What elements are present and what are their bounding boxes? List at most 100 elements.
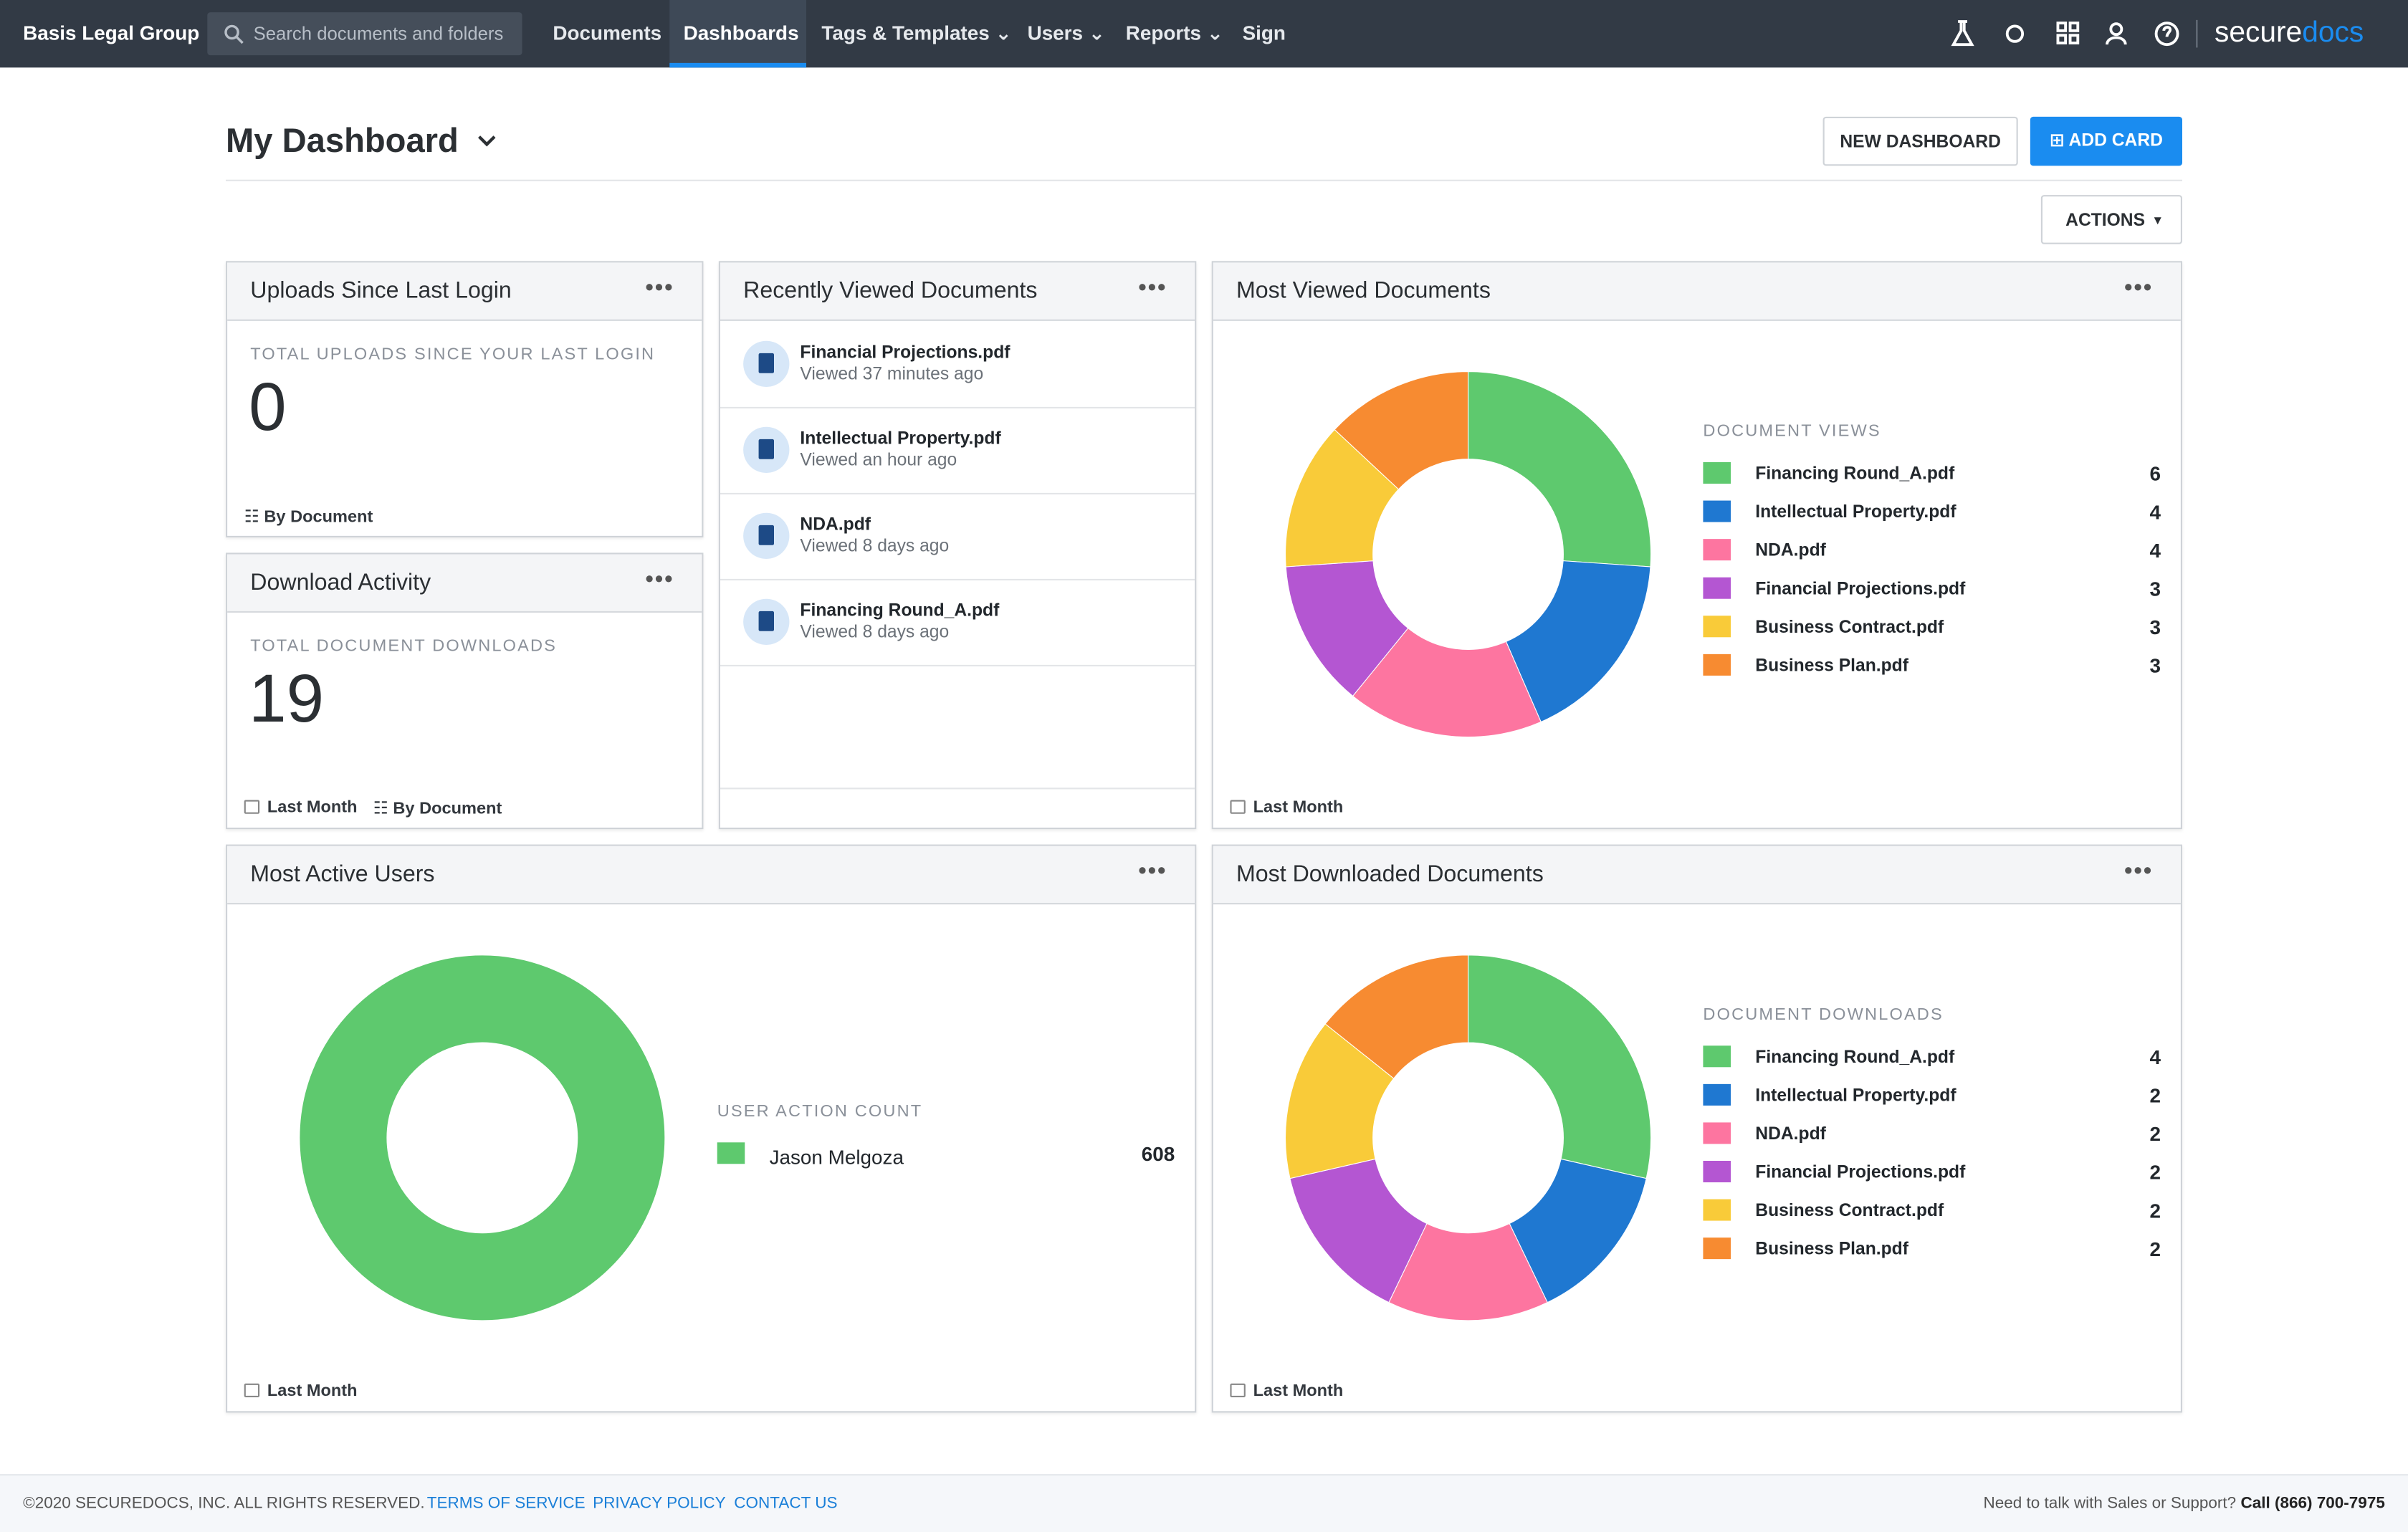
filter[interactable]: ☷ By Document: [373, 798, 502, 818]
actions-button[interactable]: ACTIONS▼: [2041, 195, 2182, 244]
brand-logo[interactable]: securedocs: [2214, 0, 2364, 67]
filter[interactable]: Last Month: [244, 1382, 358, 1401]
file-name: Financial Projections.pdf: [800, 344, 1010, 363]
footer-link[interactable]: PRIVACY POLICY: [593, 1475, 725, 1531]
card-title: Uploads Since Last Login: [250, 278, 512, 304]
file-name: Intellectual Property.pdf: [800, 430, 1000, 449]
legend-swatch: [1703, 654, 1731, 676]
file-glyph: [759, 439, 774, 459]
calendar-icon: [1230, 800, 1245, 813]
calendar-icon: [1230, 1384, 1245, 1397]
donut-chart: [1213, 904, 1736, 1411]
nav-link[interactable]: Reports ⌄: [1112, 0, 1237, 67]
filter[interactable]: Last Month: [1230, 1382, 1343, 1401]
filter[interactable]: ☷ By Document: [244, 507, 373, 527]
search-box[interactable]: Search documents and folders: [207, 12, 522, 55]
card-title: Most Active Users: [250, 861, 434, 887]
metric-label: TOTAL DOCUMENT DOWNLOADS: [250, 637, 557, 656]
card-menu[interactable]: •••: [1138, 846, 1167, 899]
card-header: Recently Viewed Documents•••: [720, 262, 1195, 320]
nav-link[interactable]: Dashboards: [669, 0, 806, 67]
support-text: Need to talk with Sales or Support?: [1984, 1494, 2237, 1513]
legend-label: Business Contract.pdf: [1755, 1202, 1944, 1221]
nav-icons: [1947, 19, 2193, 49]
footer: ©2020 SECUREDOCS, INC. ALL RIGHTS RESERV…: [0, 1474, 2408, 1532]
card-header: Uploads Since Last Login •••: [227, 262, 702, 320]
metric-label: TOTAL UPLOADS SINCE YOUR LAST LOGIN: [250, 345, 655, 364]
nav-link-text: Users: [1028, 21, 1083, 44]
legend-swatch: [1703, 1237, 1731, 1259]
legend-swatch: [1703, 462, 1731, 484]
nav-link[interactable]: Users ⌄: [1013, 0, 1119, 67]
nav-link[interactable]: Documents: [539, 0, 675, 67]
new-dashboard-button[interactable]: NEW DASHBOARD: [1823, 117, 2018, 166]
footer-link[interactable]: TERMS OF SERVICE: [427, 1475, 586, 1531]
file-icon: [743, 513, 789, 559]
settings-icon[interactable]: [2007, 26, 2022, 41]
legend-title: DOCUMENT VIEWS: [1703, 422, 1881, 441]
apps-icon[interactable]: [2058, 23, 2078, 43]
view-time: Viewed 8 days ago: [800, 623, 949, 642]
nav-link[interactable]: Tags & Templates ⌄: [808, 0, 1026, 67]
brand-part: docs: [2302, 17, 2364, 49]
card-menu[interactable]: •••: [646, 555, 674, 607]
legend-title: USER ACTION COUNT: [717, 1102, 923, 1121]
filter-text: By Document: [264, 508, 373, 527]
button-text: ADD CARD: [2068, 132, 2162, 150]
card-menu[interactable]: •••: [2124, 262, 2153, 315]
legend-label: Financial Projections.pdf: [1755, 1164, 1965, 1182]
calendar-icon: [244, 800, 259, 813]
user-icon[interactable]: [2107, 24, 2126, 44]
add-card-button[interactable]: ⊞ ADD CARD: [2030, 117, 2182, 166]
card-menu[interactable]: •••: [646, 262, 674, 315]
footer-link[interactable]: CONTACT US: [734, 1475, 837, 1531]
button-text: ACTIONS: [2065, 212, 2145, 231]
filter-text: By Document: [393, 800, 502, 818]
card-header: Most Downloaded Documents •••: [1213, 846, 2181, 904]
labs-icon[interactable]: [1954, 21, 1972, 44]
recent-item[interactable]: NDA.pdfViewed 8 days ago: [720, 493, 1195, 580]
legend-label: Financing Round_A.pdf: [1755, 1049, 1954, 1068]
copyright: ©2020 SECUREDOCS, INC. ALL RIGHTS RESERV…: [23, 1475, 425, 1531]
most-viewed-card: Most Viewed Documents•••DOCUMENT VIEWSFi…: [1212, 261, 2182, 829]
legend-label: Financing Round_A.pdf: [1755, 465, 1954, 484]
card-title: Most Downloaded Documents: [1236, 861, 1544, 887]
file-name: NDA.pdf: [800, 516, 871, 535]
metric-value: 0: [249, 370, 286, 446]
file-icon: [743, 341, 789, 387]
card-menu[interactable]: •••: [2124, 846, 2153, 899]
recent-item[interactable]: Financing Round_A.pdfViewed 8 days ago: [720, 579, 1195, 666]
nav-link-text: Tags & Templates: [821, 21, 989, 44]
page-title: My Dashboard: [226, 121, 459, 161]
navbar: Basis Legal Group Search documents and f…: [0, 0, 2408, 67]
divider: [2196, 20, 2197, 48]
most-downloaded-card: Most Downloaded Documents ••• DOCUMENT DOW…: [1212, 845, 2182, 1413]
legend-value: 608: [1142, 1141, 1175, 1164]
legend-swatch: [1703, 616, 1731, 637]
card-menu[interactable]: •••: [1138, 262, 1167, 315]
recent-item[interactable]: Intellectual Property.pdfViewed an hour …: [720, 407, 1195, 494]
separator: [720, 787, 1195, 789]
legend-value: 2: [2149, 1122, 2161, 1145]
donut-slice: [1468, 372, 1651, 567]
legend-value: 2: [2149, 1237, 2161, 1260]
nav-link[interactable]: Sign: [1228, 0, 1299, 67]
legend-value: 4: [2149, 1045, 2161, 1068]
card-header: Download Activity•••: [227, 555, 702, 613]
legend-value: 4: [2149, 501, 2161, 524]
most-active-users-card: Most Active Users•••USER ACTION COUNTJas…: [226, 845, 1196, 1413]
legend-label: Intellectual Property.pdf: [1755, 504, 1956, 522]
donut-chart: [1213, 321, 1736, 828]
help-icon[interactable]: [2156, 23, 2178, 44]
org-name[interactable]: Basis Legal Group: [23, 0, 199, 67]
legend-swatch: [1703, 501, 1731, 522]
dashboard-dropdown[interactable]: [476, 132, 497, 150]
recent-item[interactable]: Financial Projections.pdfViewed 37 minut…: [720, 321, 1195, 408]
search-placeholder: Search documents and folders: [254, 12, 504, 55]
filter[interactable]: Last Month: [1230, 798, 1343, 817]
filter[interactable]: Last Month: [244, 798, 358, 817]
legend-title: DOCUMENT DOWNLOADS: [1703, 1006, 1943, 1025]
legend-label: Intellectual Property.pdf: [1755, 1087, 1956, 1106]
